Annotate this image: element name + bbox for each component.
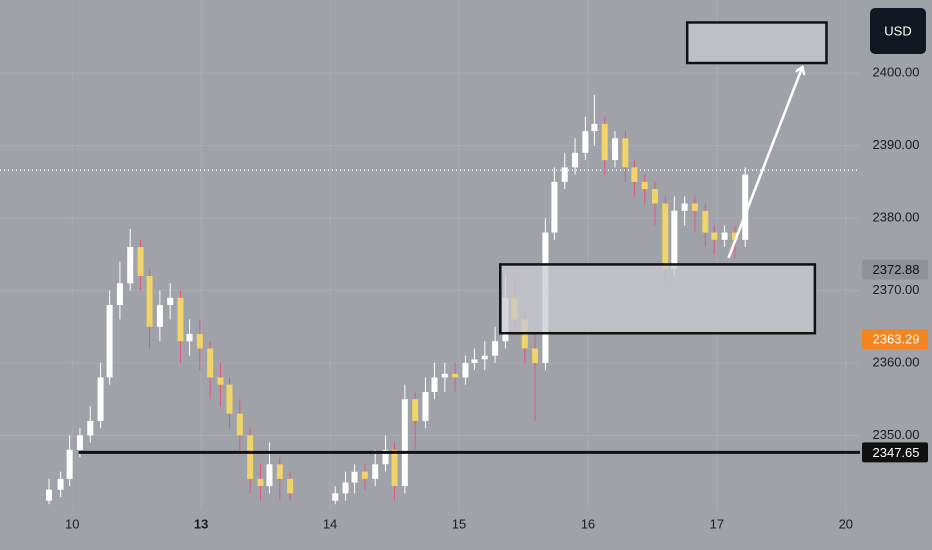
candle-body (332, 493, 339, 501)
candle-body (452, 373, 459, 378)
candle-body (431, 377, 438, 392)
x-tick-label: 16 (581, 516, 595, 531)
candle-body (422, 391, 429, 421)
candle-body (226, 384, 233, 414)
candle-body (372, 464, 379, 479)
candle-body (441, 373, 448, 378)
candle-body (721, 232, 728, 240)
currency-label[interactable]: USD (884, 23, 911, 38)
candle-body (582, 131, 589, 153)
candle-body (591, 123, 598, 132)
price-tag-label: 2372.88 (873, 262, 920, 277)
x-tick-label: 13 (194, 516, 208, 531)
candle-body (87, 420, 94, 436)
candle-body (186, 333, 193, 342)
candle-body (622, 138, 629, 168)
zone-rectangle (499, 263, 817, 335)
price-tag (862, 329, 928, 350)
candle-body (412, 399, 419, 421)
candle-body (207, 348, 214, 378)
arrow (727, 68, 801, 259)
candle-body (276, 464, 283, 479)
candle-body (742, 174, 749, 240)
candle-body (561, 167, 568, 182)
candle-body (217, 377, 224, 385)
y-tick-label: 2350.00 (873, 427, 920, 442)
x-tick-label: 20 (839, 516, 853, 531)
candle-body (167, 297, 174, 305)
candle-body (66, 449, 73, 479)
candle-body (532, 348, 539, 363)
candle-body (257, 478, 264, 487)
currency-button[interactable] (870, 8, 926, 54)
zone-rectangle (685, 21, 828, 65)
candle-body (711, 232, 718, 240)
y-tick-label: 2400.00 (873, 65, 920, 80)
candle-body (57, 478, 64, 490)
candle-body (266, 464, 273, 487)
candle-body (481, 355, 488, 360)
candle-body (612, 138, 619, 161)
y-tick-label: 2390.00 (873, 137, 920, 152)
candle-body (127, 247, 134, 284)
candle-body (156, 304, 163, 327)
price-tag (862, 259, 928, 280)
price-tag (862, 442, 928, 463)
x-tick-label: 17 (710, 516, 724, 531)
candle-body (702, 210, 709, 233)
candle-body (671, 210, 678, 269)
y-tick-label: 2380.00 (873, 209, 920, 224)
candle-body (382, 449, 389, 465)
candle-body (76, 435, 83, 450)
candle-body (247, 435, 254, 479)
candle-body (236, 413, 243, 436)
x-tick-label: 10 (65, 516, 79, 531)
candle-body (342, 482, 349, 494)
candle-body (731, 232, 738, 240)
price-tag-label: 2363.29 (873, 332, 920, 347)
y-tick-label: 2360.00 (873, 354, 920, 369)
y-tick-label: 2370.00 (873, 282, 920, 297)
candle-body (146, 276, 153, 327)
candle-body (681, 203, 688, 211)
x-tick-label: 14 (323, 516, 337, 531)
candle-body (641, 181, 648, 190)
candle-body (492, 341, 499, 356)
candle-body (462, 362, 469, 378)
candle-body (601, 123, 608, 161)
candle-body (572, 152, 579, 168)
candle-body (45, 489, 52, 501)
candle-body (137, 247, 144, 277)
price-tag-label: 2347.65 (873, 445, 920, 460)
candle-body (196, 333, 203, 349)
candle-body (287, 478, 294, 494)
candle-body (391, 449, 398, 487)
candle-body (97, 377, 104, 421)
candle-body (351, 471, 358, 483)
candle-body (631, 167, 638, 182)
candle-body (551, 181, 558, 233)
x-tick-label: 15 (452, 516, 466, 531)
candle-body (401, 399, 408, 487)
candle-body (116, 283, 123, 305)
candle-body (662, 203, 669, 269)
candle-body (691, 203, 698, 211)
candle-body (471, 359, 478, 363)
candle-body (106, 304, 113, 378)
candle-body (361, 471, 368, 479)
candle-body (177, 297, 184, 342)
candle-body (651, 189, 658, 204)
